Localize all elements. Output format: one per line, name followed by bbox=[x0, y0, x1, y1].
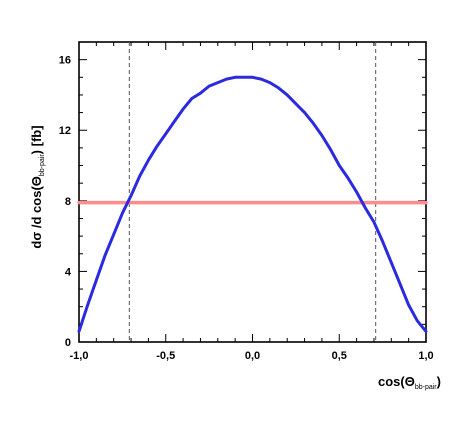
x-tick-label: 0,0 bbox=[245, 350, 260, 362]
y-tick-label: 12 bbox=[59, 125, 71, 137]
x-tick-label: 0,5 bbox=[332, 350, 347, 362]
x-axis-title: cos(Θbb-pair) bbox=[378, 374, 441, 391]
y-tick-label: 8 bbox=[65, 196, 71, 208]
y-axis-title: dσ /d cos(Θbb-pair) [fb] bbox=[29, 125, 46, 248]
y-tick-label: 4 bbox=[65, 266, 72, 278]
series-line-distribution bbox=[77, 75, 428, 333]
y-tick-label: 16 bbox=[59, 55, 71, 67]
x-tick-label: 1,0 bbox=[418, 350, 433, 362]
x-tick-label: -1,0 bbox=[70, 350, 89, 362]
y-tick-label: 0 bbox=[65, 337, 71, 349]
x-tick-label: -0,5 bbox=[156, 350, 175, 362]
